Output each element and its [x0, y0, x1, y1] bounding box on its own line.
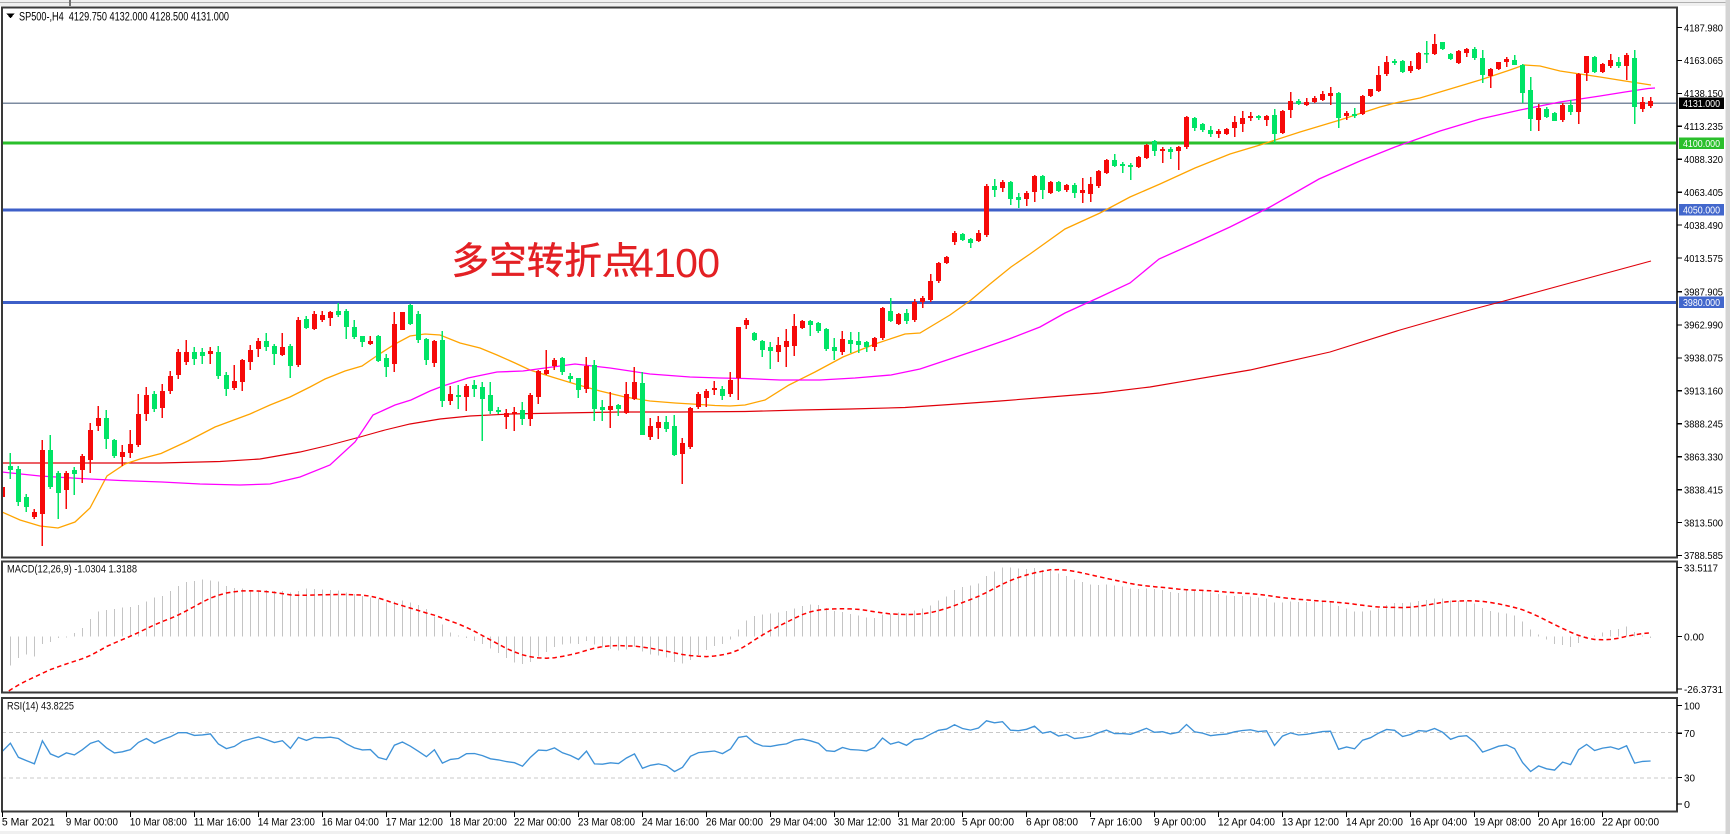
svg-text:16 Apr 04:00: 16 Apr 04:00	[1410, 817, 1467, 829]
svg-text:3813.500: 3813.500	[1684, 517, 1723, 529]
svg-text:4013.575: 4013.575	[1684, 253, 1723, 265]
svg-text:4100.000: 4100.000	[1683, 138, 1720, 150]
svg-text:4131.000: 4131.000	[1683, 98, 1720, 110]
svg-text:11 Mar 16:00: 11 Mar 16:00	[194, 817, 251, 829]
svg-text:4063.405: 4063.405	[1684, 187, 1723, 199]
svg-text:4038.490: 4038.490	[1684, 220, 1723, 232]
svg-text:4100: 4100	[631, 240, 720, 286]
svg-text:13 Apr 12:00: 13 Apr 12:00	[1282, 817, 1339, 829]
svg-text:3987.905: 3987.905	[1684, 287, 1723, 299]
svg-text:4113.235: 4113.235	[1684, 121, 1723, 133]
svg-text:5 Mar 2021: 5 Mar 2021	[2, 817, 55, 829]
svg-text:14 Mar 23:00: 14 Mar 23:00	[258, 817, 315, 829]
svg-text:3913.160: 3913.160	[1684, 386, 1723, 398]
svg-text:-26.3731: -26.3731	[1684, 684, 1723, 696]
svg-text:16 Mar 04:00: 16 Mar 04:00	[322, 817, 379, 829]
svg-text:SP500-,H4 4129.750 4132.000 4: SP500-,H4 4129.750 4132.000 4128.500 413…	[19, 12, 229, 24]
svg-text:MACD(12,26,9) -1.0304 1.3188: MACD(12,26,9) -1.0304 1.3188	[7, 564, 137, 576]
svg-text:26 Mar 00:00: 26 Mar 00:00	[706, 817, 763, 829]
svg-text:3788.585: 3788.585	[1684, 550, 1723, 562]
svg-text:3888.245: 3888.245	[1684, 419, 1723, 431]
svg-text:24 Mar 16:00: 24 Mar 16:00	[642, 817, 699, 829]
svg-text:20 Apr 16:00: 20 Apr 16:00	[1538, 817, 1595, 829]
svg-text:10 Mar 08:00: 10 Mar 08:00	[130, 817, 187, 829]
svg-text:9 Mar 00:00: 9 Mar 00:00	[66, 817, 118, 829]
svg-text:17 Mar 12:00: 17 Mar 12:00	[386, 817, 443, 829]
svg-text:RSI(14) 43.8225: RSI(14) 43.8225	[7, 701, 74, 713]
svg-text:23 Mar 08:00: 23 Mar 08:00	[578, 817, 635, 829]
svg-text:6 Apr 08:00: 6 Apr 08:00	[1026, 817, 1078, 829]
svg-text:33.5117: 33.5117	[1684, 562, 1718, 574]
svg-text:5 Apr 00:00: 5 Apr 00:00	[962, 817, 1014, 829]
svg-text:4050.000: 4050.000	[1683, 205, 1720, 217]
svg-text:4138.150: 4138.150	[1684, 88, 1723, 100]
svg-text:12 Apr 04:00: 12 Apr 04:00	[1218, 817, 1275, 829]
svg-text:100: 100	[1684, 700, 1700, 712]
svg-text:3962.990: 3962.990	[1684, 320, 1723, 332]
svg-text:29 Mar 04:00: 29 Mar 04:00	[770, 817, 827, 829]
svg-text:0: 0	[1684, 799, 1690, 811]
svg-text:30 Mar 12:00: 30 Mar 12:00	[834, 817, 891, 829]
svg-text:70: 70	[1684, 728, 1695, 740]
svg-text:3863.330: 3863.330	[1684, 452, 1723, 464]
svg-text:22 Apr 00:00: 22 Apr 00:00	[1602, 817, 1659, 829]
svg-text:3838.415: 3838.415	[1684, 485, 1723, 497]
svg-text:3980.000: 3980.000	[1683, 297, 1720, 309]
svg-text:9 Apr 00:00: 9 Apr 00:00	[1154, 817, 1206, 829]
svg-text:4088.320: 4088.320	[1684, 154, 1723, 166]
svg-text:22 Mar 00:00: 22 Mar 00:00	[514, 817, 571, 829]
svg-text:4187.980: 4187.980	[1684, 22, 1723, 34]
svg-text:18 Mar 20:00: 18 Mar 20:00	[450, 817, 507, 829]
svg-text:7 Apr 16:00: 7 Apr 16:00	[1090, 817, 1142, 829]
svg-text:4163.065: 4163.065	[1684, 55, 1723, 67]
svg-text:0.00: 0.00	[1684, 631, 1704, 643]
svg-text:14 Apr 20:00: 14 Apr 20:00	[1346, 817, 1403, 829]
svg-text:19 Apr 08:00: 19 Apr 08:00	[1474, 817, 1531, 829]
svg-text:31 Mar 20:00: 31 Mar 20:00	[898, 817, 955, 829]
svg-text:3938.075: 3938.075	[1684, 353, 1723, 365]
svg-text:30: 30	[1684, 772, 1695, 784]
